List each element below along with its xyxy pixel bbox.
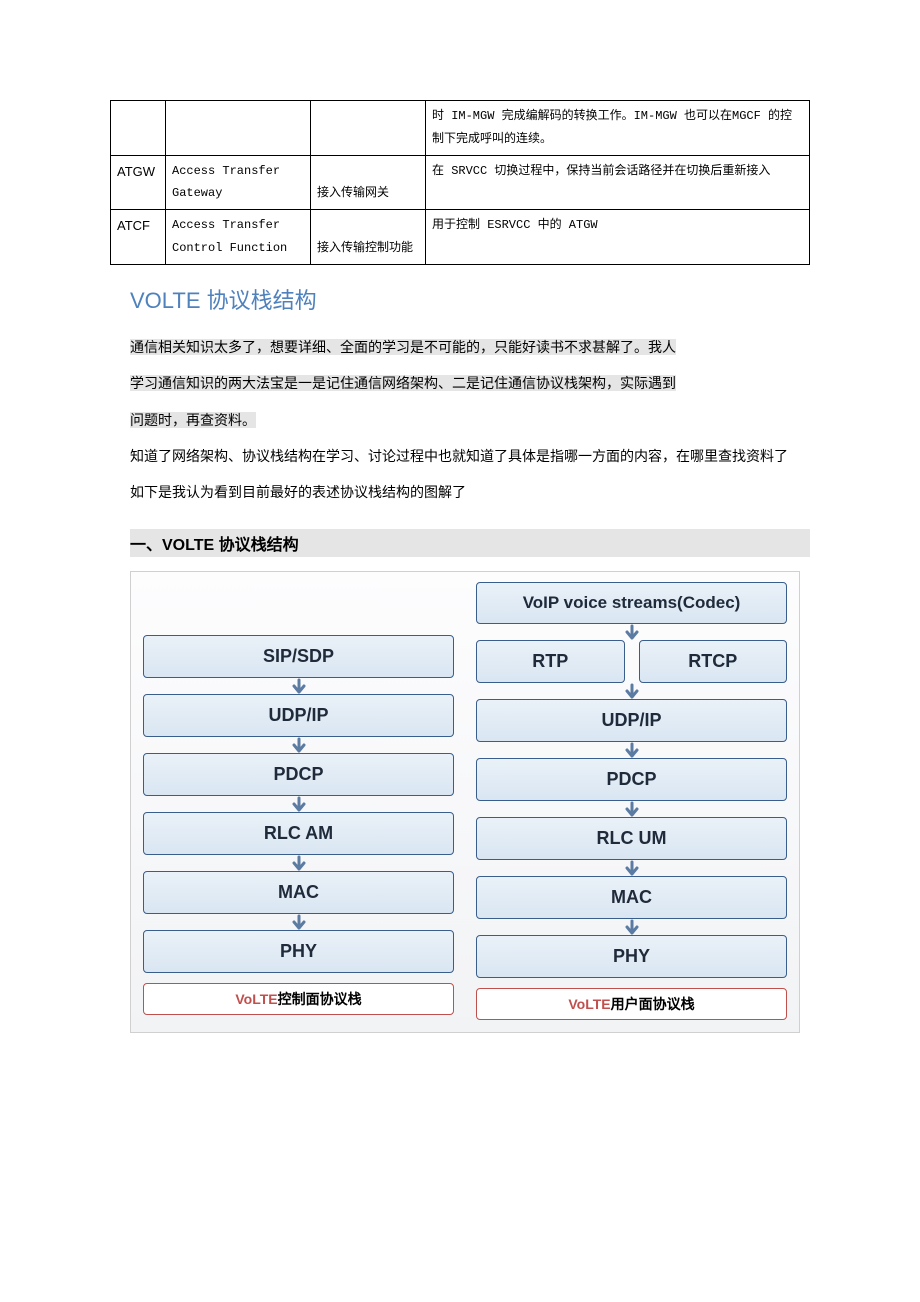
label-black: 控制面协议栈 [278, 991, 362, 1007]
eng-cell: Access Transfer Gateway [166, 155, 311, 210]
control-plane-column: SIP/SDP UDP/IP PDCP RLC AM MAC PHY VoLTE… [143, 582, 454, 1020]
arrow-down-icon [476, 624, 787, 640]
stack-layer: SIP/SDP [143, 635, 454, 678]
stack-layer: RLC AM [143, 812, 454, 855]
stack-split-row: RTP RTCP [476, 640, 787, 683]
cn-cell: 接入传输网关 [311, 155, 426, 210]
spacer [143, 582, 454, 635]
cn-cell [311, 101, 426, 156]
arrow-down-icon [476, 683, 787, 699]
arrow-down-icon [476, 801, 787, 817]
desc-cell: 时 IM-MGW 完成编解码的转换工作。IM-MGW 也可以在MGCF 的控制下… [426, 101, 810, 156]
stack-layer: RTCP [639, 640, 788, 683]
eng-cell: Access Transfer Control Function [166, 210, 311, 265]
arrow-down-icon [143, 796, 454, 812]
stack-layer: UDP/IP [143, 694, 454, 737]
stack-layer: PDCP [143, 753, 454, 796]
stack-layer: RLC UM [476, 817, 787, 860]
stack-layer: RTP [476, 640, 625, 683]
stack-layer: PHY [476, 935, 787, 978]
protocol-stack-diagram: SIP/SDP UDP/IP PDCP RLC AM MAC PHY VoLTE… [130, 571, 800, 1033]
label-red: VoLTE [235, 991, 277, 1007]
desc-cell: 用于控制 ESRVCC 中的 ATGW [426, 210, 810, 265]
cn-cell: 接入传输控制功能 [311, 210, 426, 265]
stack-layer-top: VoIP voice streams(Codec) [476, 582, 787, 624]
stack-layer: MAC [476, 876, 787, 919]
document-page: 时 IM-MGW 完成编解码的转换工作。IM-MGW 也可以在MGCF 的控制下… [0, 0, 920, 1093]
glossary-table: 时 IM-MGW 完成编解码的转换工作。IM-MGW 也可以在MGCF 的控制下… [110, 100, 810, 265]
desc-cell: 在 SRVCC 切换过程中，保持当前会话路径并在切换后重新接入 [426, 155, 810, 210]
paragraph: 通信相关知识太多了，想要详细、全面的学习是不可能的，只能好读书不求甚解了。我人 … [130, 329, 810, 438]
arrow-down-icon [143, 855, 454, 871]
arrow-down-icon [143, 914, 454, 930]
paragraph: 如下是我认为看到目前最好的表述协议栈结构的图解了 [130, 474, 810, 510]
sub-heading: 一、VOLTE 协议栈结构 [130, 529, 810, 557]
label-red: VoLTE [568, 996, 610, 1012]
stack-label: VoLTE用户面协议栈 [476, 988, 787, 1020]
stack-layer: PDCP [476, 758, 787, 801]
table-row: 时 IM-MGW 完成编解码的转换工作。IM-MGW 也可以在MGCF 的控制下… [111, 101, 810, 156]
abbr-cell [111, 101, 166, 156]
abbr-cell: ATCF [111, 210, 166, 265]
eng-cell [166, 101, 311, 156]
paragraph: 知道了网络架构、协议栈结构在学习、讨论过程中也就知道了具体是指哪一方面的内容，在… [130, 438, 810, 474]
user-plane-column: VoIP voice streams(Codec) RTP RTCP UDP/I… [476, 582, 787, 1020]
stack-layer: PHY [143, 930, 454, 973]
highlighted-text: 问题时，再查资料。 [130, 412, 256, 428]
section-heading: VOLTE 协议栈结构 [130, 283, 810, 315]
arrow-down-icon [476, 742, 787, 758]
highlighted-text: 通信相关知识太多了，想要详细、全面的学习是不可能的，只能好读书不求甚解了。我人 [130, 339, 676, 355]
table-row: ATGW Access Transfer Gateway 接入传输网关 在 SR… [111, 155, 810, 210]
stack-layer: UDP/IP [476, 699, 787, 742]
label-black: 用户面协议栈 [611, 996, 695, 1012]
stack-layer: MAC [143, 871, 454, 914]
abbr-cell: ATGW [111, 155, 166, 210]
arrow-down-icon [143, 678, 454, 694]
stack-label: VoLTE控制面协议栈 [143, 983, 454, 1015]
arrow-down-icon [476, 860, 787, 876]
highlighted-text: 学习通信知识的两大法宝是一是记住通信网络架构、二是记住通信协议栈架构，实际遇到 [130, 375, 676, 391]
table-row: ATCF Access Transfer Control Function 接入… [111, 210, 810, 265]
arrow-down-icon [476, 919, 787, 935]
arrow-down-icon [143, 737, 454, 753]
